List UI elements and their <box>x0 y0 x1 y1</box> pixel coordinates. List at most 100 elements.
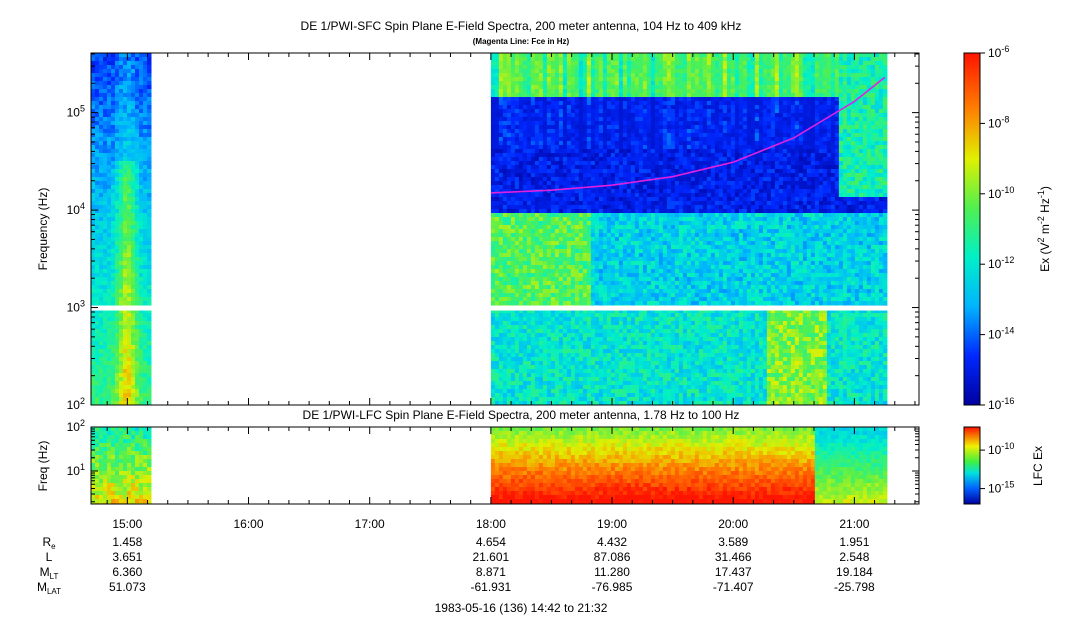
spectrogram-cell <box>518 309 524 314</box>
spectrogram-cell <box>127 397 132 402</box>
spectrogram-cell <box>115 101 120 106</box>
spectrogram-cell <box>586 193 592 198</box>
spectrogram-cell <box>143 85 148 90</box>
spectrogram-cell <box>654 277 660 282</box>
spectrogram-cell <box>143 281 148 286</box>
spectrogram-cell <box>626 237 632 242</box>
spectrogram-cell <box>510 241 516 246</box>
spectrogram-cell <box>546 105 552 110</box>
spectrogram-cell <box>578 233 584 238</box>
spectrogram-cell <box>610 241 616 246</box>
spectrogram-cell <box>135 89 140 94</box>
spectrogram-cell <box>554 201 560 206</box>
spectrogram-cell <box>582 237 588 242</box>
spectrogram-cell <box>642 93 648 98</box>
spectrogram-cell <box>115 241 120 246</box>
spectrogram-cell <box>123 89 128 94</box>
spectrogram-cell <box>634 153 640 158</box>
spectrogram-cell <box>594 281 600 286</box>
spectrogram-cell <box>586 161 592 166</box>
spectrogram-cell <box>494 281 500 286</box>
spectrogram-cell <box>514 229 520 234</box>
spectrogram-cell <box>634 209 640 214</box>
spectrogram-cell <box>550 149 556 154</box>
spectrogram-cell <box>123 121 128 126</box>
spectrogram-cell <box>147 193 152 198</box>
spectrogram-cell <box>522 325 528 330</box>
spectrogram-cell <box>95 73 100 78</box>
spectrogram-cell <box>111 321 116 326</box>
spectrogram-cell <box>554 349 560 354</box>
spectrogram-cell <box>590 133 596 138</box>
spectrogram-cell <box>534 381 540 386</box>
spectrogram-cell <box>91 265 96 270</box>
spectrogram-cell <box>518 249 524 254</box>
spectrogram-cell <box>562 213 568 218</box>
spectrogram-cell <box>103 233 108 238</box>
spectrogram-cell <box>570 241 576 246</box>
spectrogram-cell <box>630 113 636 118</box>
spectrogram-cell <box>119 297 124 302</box>
spectrogram-cell <box>614 221 620 226</box>
spectrogram-cell <box>542 57 548 62</box>
spectrogram-cell <box>131 205 136 210</box>
spectrogram-cell <box>111 313 116 318</box>
spectrogram-cell <box>598 385 604 390</box>
spectrogram-cell <box>147 133 152 138</box>
spectrogram-cell <box>570 209 576 214</box>
spectrogram-cell <box>626 353 632 358</box>
spectrogram-cell <box>582 381 588 386</box>
spectrogram-cell <box>626 129 632 134</box>
spectrogram-cell <box>630 53 636 58</box>
spectrogram-cell <box>494 129 500 134</box>
spectrogram-cell <box>622 257 628 262</box>
spectrogram-cell <box>626 61 632 66</box>
spectrogram-cell <box>127 57 132 62</box>
spectrogram-cell <box>538 393 544 398</box>
spectrogram-cell <box>622 277 628 282</box>
spectrogram-cell <box>606 385 612 390</box>
spectrogram-cell <box>135 369 140 374</box>
spectrogram-cell <box>598 117 604 122</box>
spectrogram-cell <box>654 241 660 246</box>
spectrogram-cell <box>546 349 552 354</box>
spectrogram-cell <box>594 65 600 70</box>
spectrogram-cell <box>630 141 636 146</box>
spectrogram-cell <box>123 297 128 302</box>
spectrogram-cell <box>638 137 644 142</box>
spectrogram-cell <box>522 101 528 106</box>
spectrogram-cell <box>638 357 644 362</box>
spectrogram-cell <box>107 153 112 158</box>
spectrogram-cell <box>574 69 580 74</box>
spectrogram-cell <box>91 325 96 330</box>
spectrogram-cell <box>111 85 116 90</box>
spectrogram-cell <box>518 77 524 82</box>
spectrogram-cell <box>562 373 568 378</box>
spectrogram-cell <box>598 73 604 78</box>
spectrogram-cell <box>650 349 656 354</box>
spectrogram-cell <box>566 393 572 398</box>
spectrogram-cell <box>598 113 604 118</box>
spectrogram-cell <box>135 197 140 202</box>
spectrogram-cell <box>570 225 576 230</box>
spectrogram-cell <box>574 357 580 362</box>
spectrogram-cell <box>634 389 640 394</box>
spectrogram-cell <box>610 329 616 334</box>
spectrogram-cell <box>602 277 608 282</box>
spectrogram-cell <box>506 65 512 70</box>
spectrogram-cell <box>103 81 108 86</box>
spectrogram-cell <box>131 245 136 250</box>
spectrogram-cell <box>494 57 500 62</box>
spectrogram-cell <box>590 137 596 142</box>
spectrogram-cell <box>131 217 136 222</box>
spectrogram-cell <box>494 201 500 206</box>
spectrogram-cell <box>103 373 108 378</box>
spectrogram-cell <box>502 185 508 190</box>
spectrogram-cell <box>566 349 572 354</box>
spectrogram-cell <box>494 61 500 66</box>
spectrogram-cell <box>538 153 544 158</box>
spectrogram-cell <box>638 53 644 58</box>
spectrogram-cell <box>127 377 132 382</box>
spectrogram-cell <box>502 313 508 318</box>
spectrogram-cell <box>550 273 556 278</box>
